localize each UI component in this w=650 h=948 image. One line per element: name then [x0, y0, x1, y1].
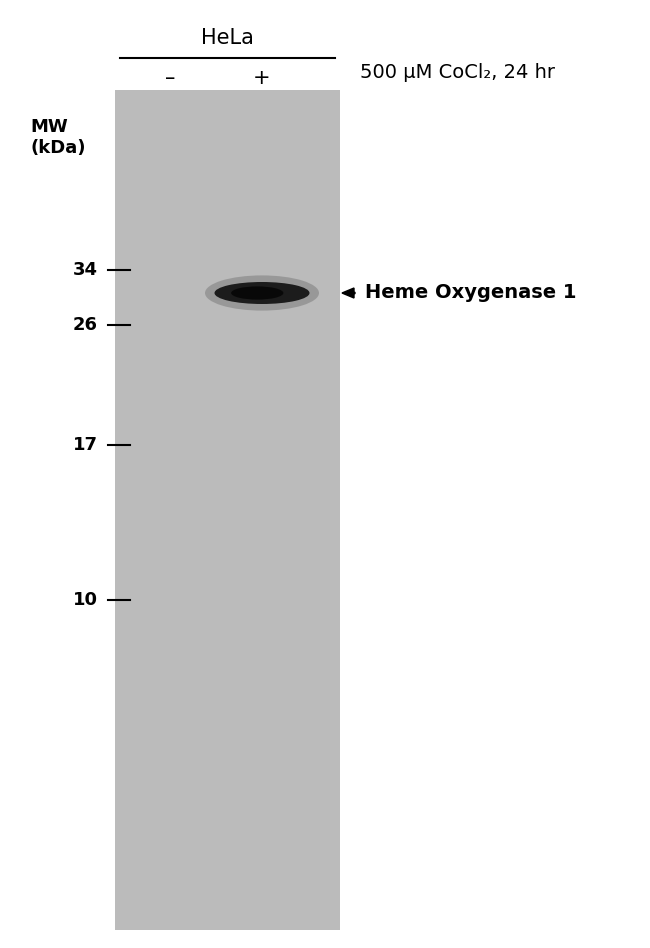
Text: +: + [254, 68, 271, 88]
Text: 500 μM CoCl₂, 24 hr: 500 μM CoCl₂, 24 hr [360, 63, 555, 82]
Text: Heme Oxygenase 1: Heme Oxygenase 1 [365, 283, 577, 302]
Text: HeLa: HeLa [201, 28, 254, 48]
Text: 26: 26 [73, 316, 98, 334]
Text: 34: 34 [73, 261, 98, 279]
Text: 10: 10 [73, 591, 98, 609]
Bar [115, 90, 340, 930]
Text: MW
(kDa): MW (kDa) [31, 118, 86, 156]
Ellipse shape [214, 282, 309, 304]
Ellipse shape [205, 276, 319, 311]
FancyArrow shape [342, 288, 355, 298]
Text: 17: 17 [73, 436, 98, 454]
Text: –: – [165, 68, 176, 88]
Ellipse shape [231, 286, 283, 300]
